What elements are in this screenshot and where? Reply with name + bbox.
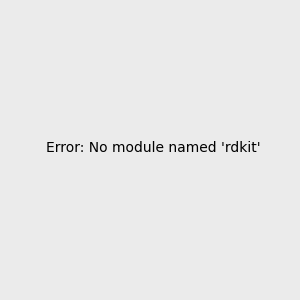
Text: Error: No module named 'rdkit': Error: No module named 'rdkit' bbox=[46, 140, 261, 154]
